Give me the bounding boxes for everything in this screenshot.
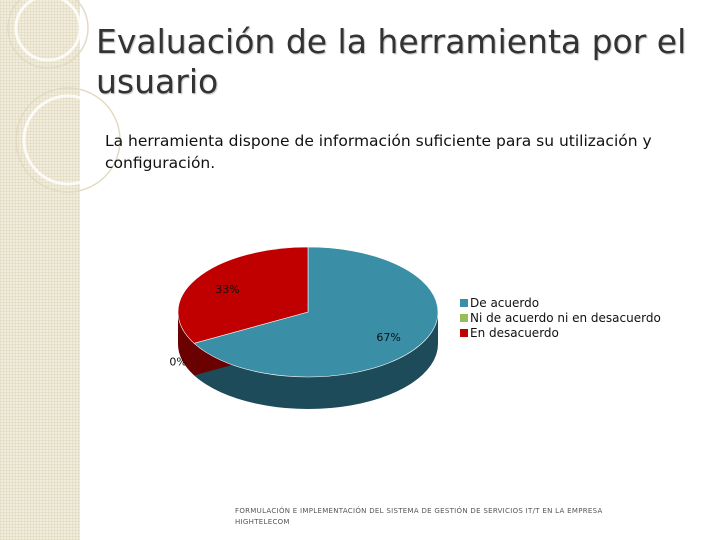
chart-legend: De acuerdo Ni de acuerdo ni en desacuerdo… — [460, 295, 661, 340]
pie-side-0 — [194, 312, 439, 410]
data-label-1: 0% — [169, 355, 186, 368]
pie-side-2 — [178, 312, 195, 376]
side-texture-strip — [0, 0, 80, 540]
slide-subtitle: La herramienta dispone de información su… — [105, 132, 652, 172]
legend-swatch-2 — [460, 328, 468, 337]
legend-label-2: En desacuerdo — [470, 325, 559, 340]
data-label-2: 33% — [215, 283, 239, 296]
legend-item-1: Ni de acuerdo ni en desacuerdo — [460, 310, 661, 325]
pie-slice-2 — [177, 246, 309, 344]
data-label-0: 67% — [376, 331, 400, 344]
legend-label-1: Ni de acuerdo ni en desacuerdo — [470, 310, 661, 325]
legend-label-0: De acuerdo — [470, 295, 540, 310]
slide-footer: FORMULACIÓN E IMPLEMENTACIÓN DEL SISTEMA… — [235, 507, 603, 526]
legend-swatch-0 — [460, 298, 468, 307]
decorative-circles — [7, 0, 121, 193]
slide-title: Evaluación de la herramienta por el usua… — [96, 22, 687, 101]
pie-slice-0 — [193, 246, 439, 378]
legend-item-2: En desacuerdo — [460, 325, 661, 340]
legend-item-0: De acuerdo — [460, 295, 661, 310]
legend-swatch-1 — [460, 313, 468, 322]
